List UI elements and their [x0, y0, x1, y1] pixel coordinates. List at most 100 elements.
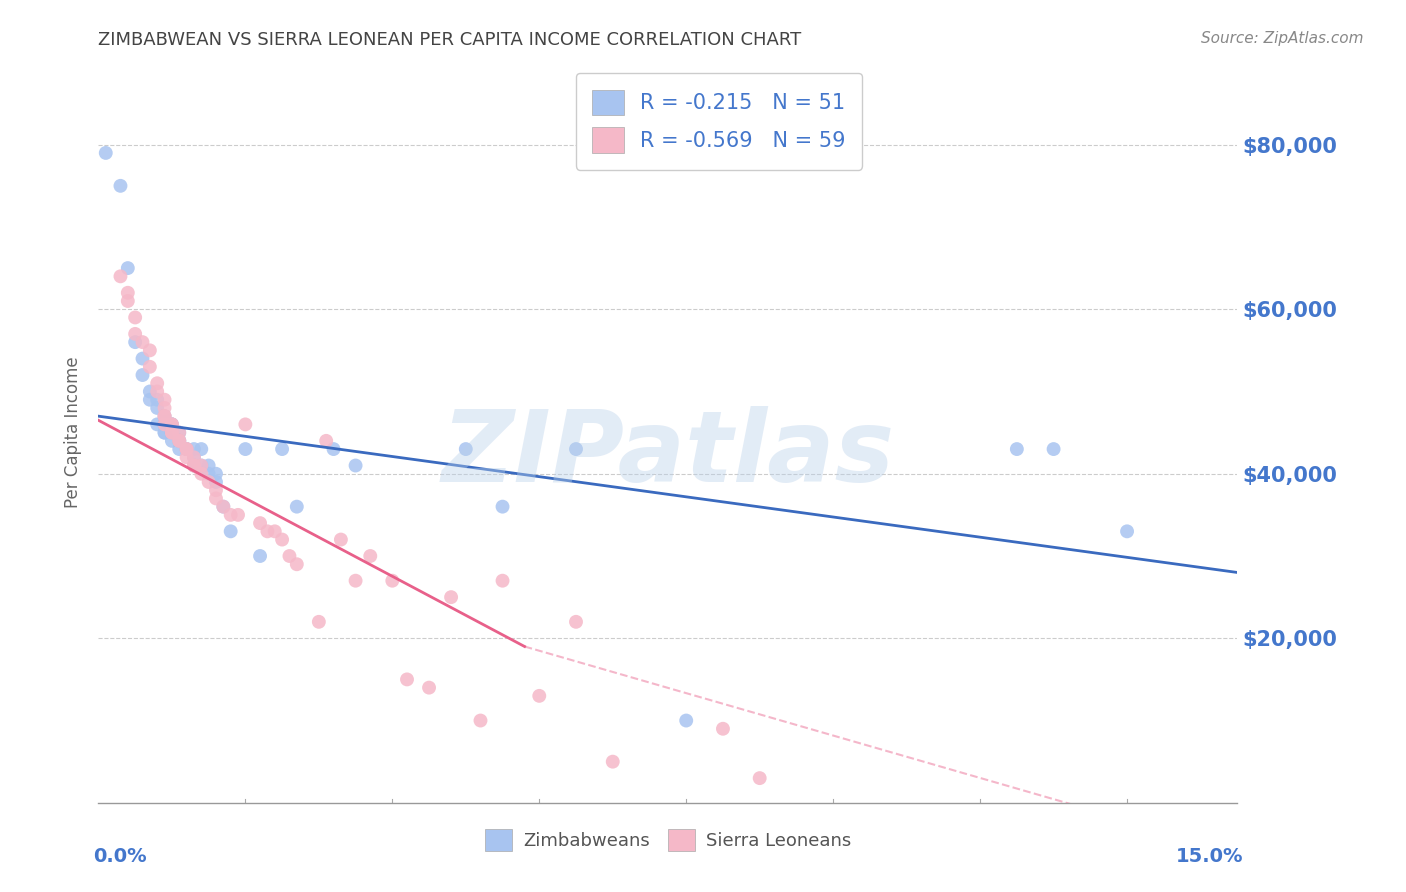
Point — [139, 384, 162, 399]
Point — [167, 434, 190, 448]
Point — [565, 442, 588, 456]
Point — [308, 615, 330, 629]
Point — [117, 293, 139, 308]
Point — [197, 475, 219, 489]
Point — [160, 417, 183, 432]
Point — [124, 335, 146, 350]
Point — [711, 722, 734, 736]
Point — [160, 417, 183, 432]
Point — [285, 558, 308, 572]
Point — [110, 178, 132, 193]
Legend: Zimbabweans, Sierra Leoneans: Zimbabweans, Sierra Leoneans — [475, 821, 860, 861]
Text: ZIMBABWEAN VS SIERRA LEONEAN PER CAPITA INCOME CORRELATION CHART: ZIMBABWEAN VS SIERRA LEONEAN PER CAPITA … — [98, 31, 801, 49]
Text: 0.0%: 0.0% — [93, 847, 146, 866]
Point — [146, 401, 169, 415]
Point — [131, 368, 153, 382]
Text: Source: ZipAtlas.com: Source: ZipAtlas.com — [1201, 31, 1364, 46]
Point — [440, 590, 463, 604]
Point — [278, 549, 301, 563]
Point — [235, 442, 257, 456]
Point — [167, 434, 190, 448]
Point — [190, 458, 212, 473]
Point — [167, 425, 190, 440]
Point — [153, 392, 176, 407]
Point — [263, 524, 285, 539]
Point — [176, 450, 198, 465]
Point — [1005, 442, 1028, 456]
Point — [395, 673, 418, 687]
Point — [197, 467, 219, 481]
Point — [183, 450, 205, 465]
Point — [183, 450, 205, 465]
Point — [454, 442, 477, 456]
Point — [675, 714, 697, 728]
Point — [160, 425, 183, 440]
Point — [219, 524, 242, 539]
Point — [160, 417, 183, 432]
Point — [176, 442, 198, 456]
Point — [183, 458, 205, 473]
Point — [153, 409, 176, 424]
Point — [110, 269, 132, 284]
Point — [167, 442, 190, 456]
Point — [197, 458, 219, 473]
Point — [235, 417, 257, 432]
Point — [212, 500, 235, 514]
Point — [381, 574, 404, 588]
Point — [529, 689, 551, 703]
Point — [131, 335, 153, 350]
Point — [153, 401, 176, 415]
Point — [167, 434, 190, 448]
Point — [491, 500, 513, 514]
Point — [153, 425, 176, 440]
Point — [205, 467, 228, 481]
Point — [167, 434, 190, 448]
Point — [190, 467, 212, 481]
Point — [329, 533, 352, 547]
Point — [256, 524, 278, 539]
Point — [146, 417, 169, 432]
Point — [285, 500, 308, 514]
Point — [139, 392, 162, 407]
Point — [160, 417, 183, 432]
Point — [183, 442, 205, 456]
Point — [271, 533, 294, 547]
Point — [167, 425, 190, 440]
Point — [117, 285, 139, 300]
Point — [176, 442, 198, 456]
Point — [183, 458, 205, 473]
Point — [153, 409, 176, 424]
Point — [153, 425, 176, 440]
Point — [344, 458, 367, 473]
Point — [205, 491, 228, 506]
Point — [176, 442, 198, 456]
Point — [249, 549, 271, 563]
Point — [359, 549, 381, 563]
Point — [190, 458, 212, 473]
Point — [153, 417, 176, 432]
Point — [226, 508, 249, 522]
Point — [212, 500, 235, 514]
Point — [153, 417, 176, 432]
Point — [315, 434, 337, 448]
Point — [176, 442, 198, 456]
Point — [602, 755, 624, 769]
Point — [322, 442, 344, 456]
Point — [146, 392, 169, 407]
Point — [160, 434, 183, 448]
Text: 15.0%: 15.0% — [1175, 847, 1243, 866]
Point — [205, 475, 228, 489]
Point — [131, 351, 153, 366]
Y-axis label: Per Capita Income: Per Capita Income — [65, 357, 83, 508]
Point — [139, 359, 162, 374]
Point — [344, 574, 367, 588]
Point — [219, 508, 242, 522]
Text: ZIPatlas: ZIPatlas — [441, 407, 894, 503]
Point — [748, 771, 770, 785]
Point — [124, 326, 146, 341]
Point — [124, 310, 146, 325]
Point — [153, 417, 176, 432]
Point — [146, 384, 169, 399]
Point — [470, 714, 492, 728]
Point — [117, 261, 139, 276]
